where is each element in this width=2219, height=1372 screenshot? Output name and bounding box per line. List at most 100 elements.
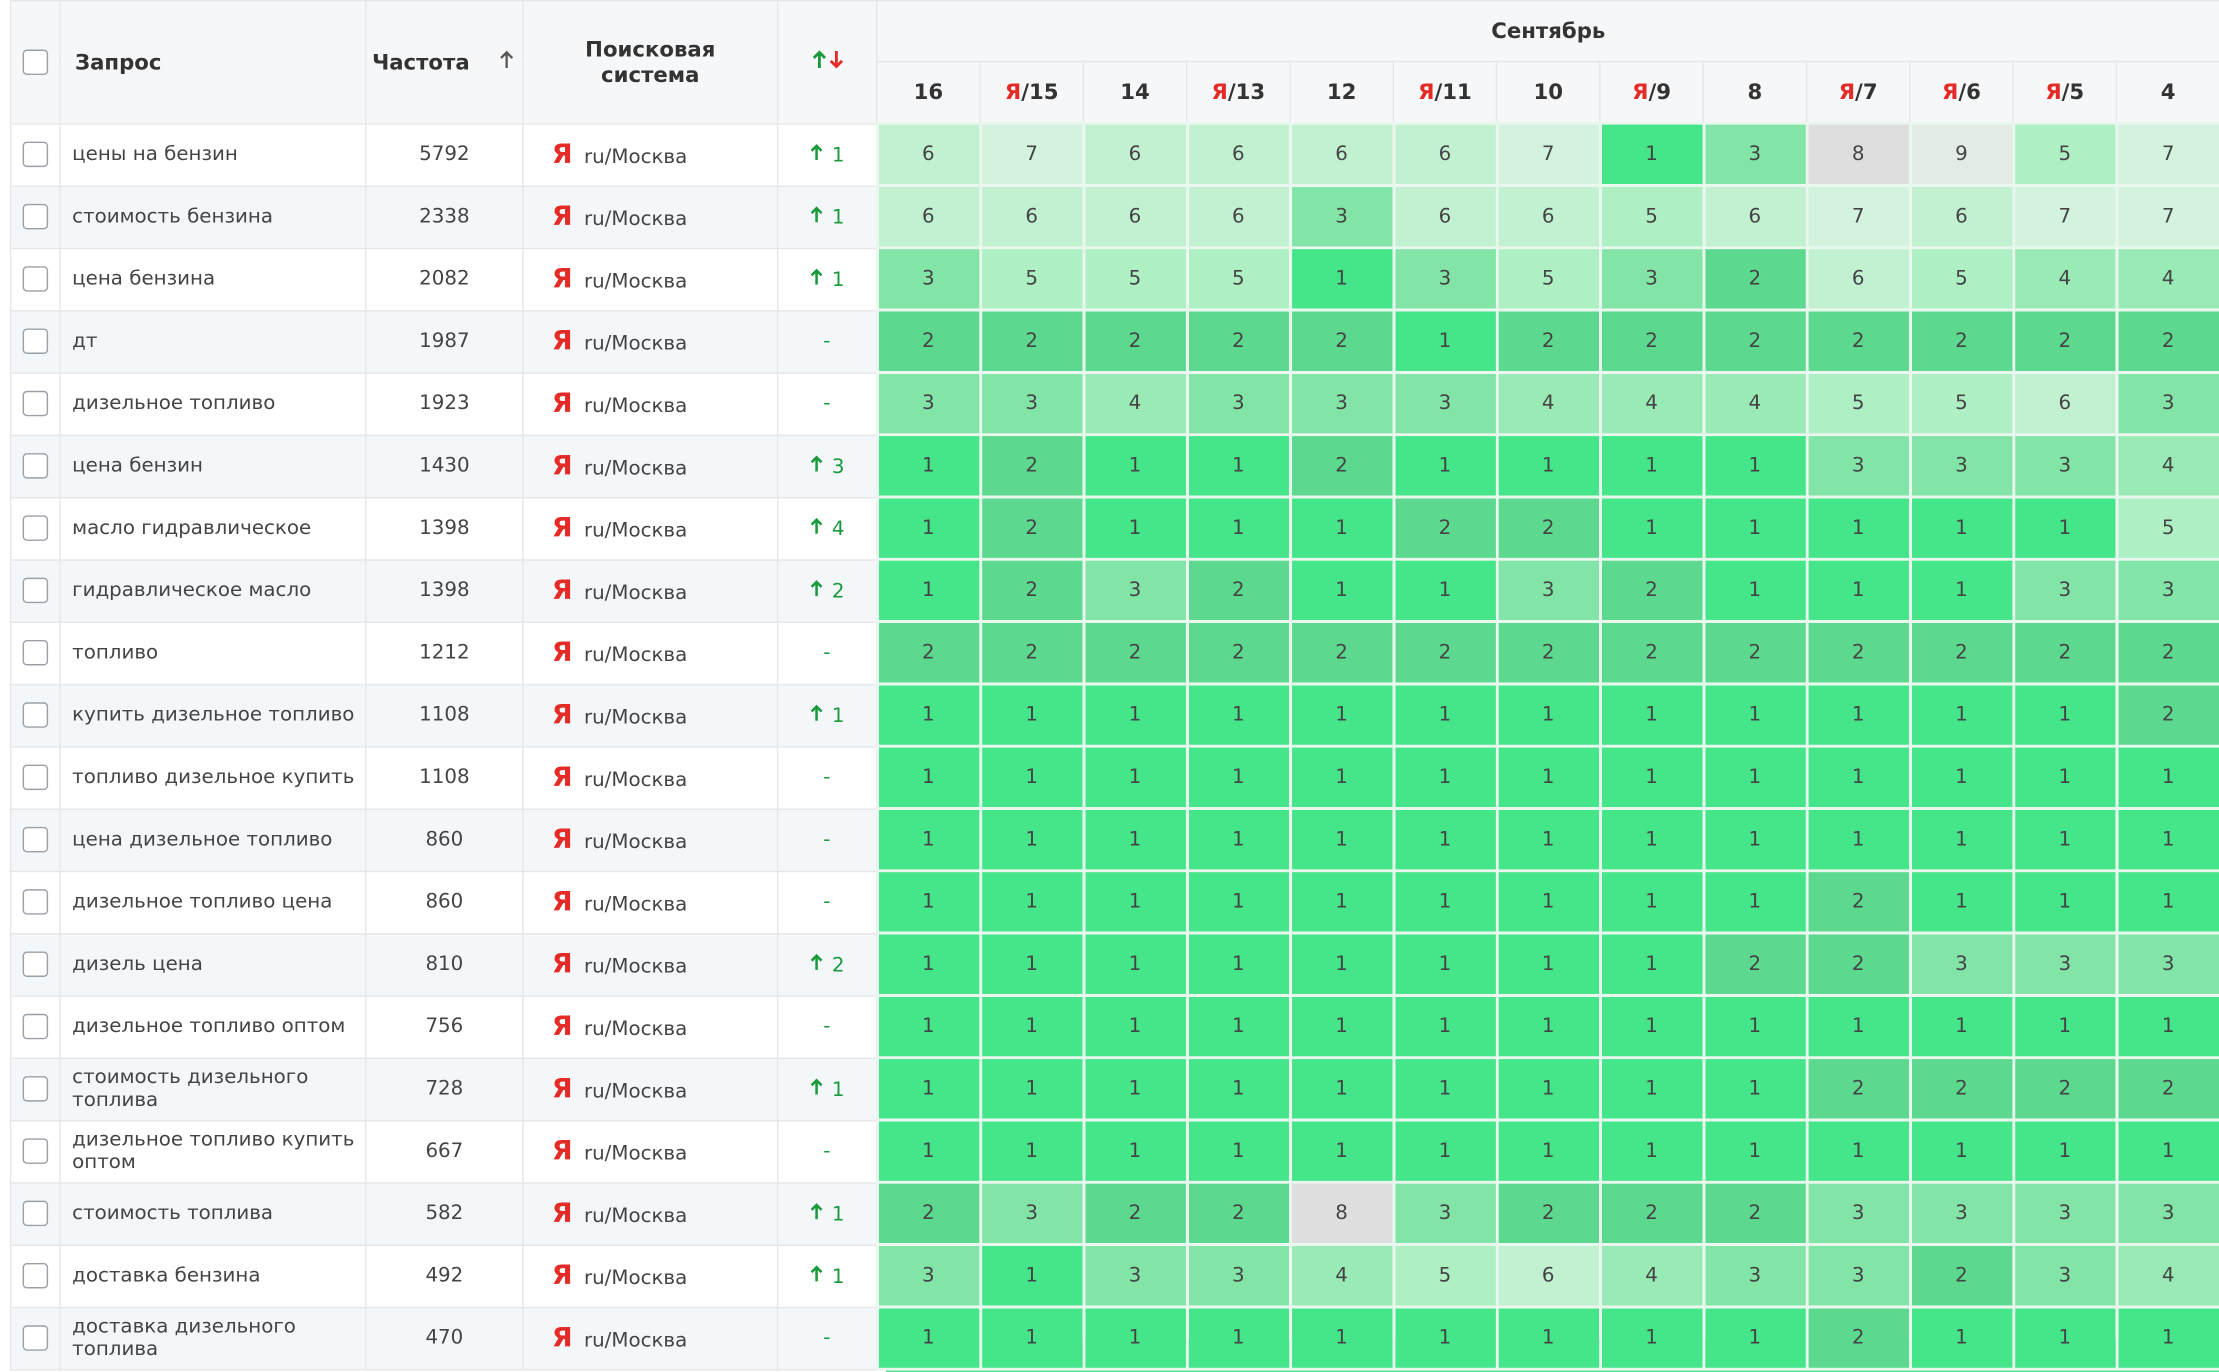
position-cell: 4 <box>1598 1243 1705 1309</box>
frequency: 1212 <box>365 620 524 685</box>
row-checkbox[interactable] <box>9 1306 61 1370</box>
frequency: 1108 <box>365 683 524 747</box>
row-checkbox[interactable] <box>9 683 61 747</box>
position-cell: 2 <box>978 557 1085 623</box>
position-cell: 3 <box>1391 1180 1498 1246</box>
position-cell: 4 <box>2115 1243 2219 1309</box>
row-checkbox[interactable] <box>9 745 61 810</box>
row-checkbox[interactable] <box>9 1243 61 1308</box>
change-number: 1 <box>831 268 845 291</box>
position-cell: 1 <box>1288 931 1395 997</box>
position-cell: 1 <box>1288 1305 1395 1371</box>
change-number: 1 <box>831 1078 845 1101</box>
date-day: 14 <box>1120 79 1150 105</box>
frequency: 1430 <box>365 433 524 498</box>
row-checkbox[interactable] <box>9 1119 61 1183</box>
row-checkbox[interactable] <box>9 1056 61 1121</box>
position-cell: 1 <box>1081 433 1189 499</box>
position-cell: 3 <box>2115 931 2219 997</box>
trend-arrow <box>810 1202 823 1219</box>
position-cell: 1 <box>1701 1118 1808 1184</box>
region: ru/Москва <box>583 1329 688 1353</box>
position-cell: 1 <box>2115 744 2219 810</box>
position-cell: 3 <box>1495 557 1602 623</box>
position-cell: 1 <box>875 1056 982 1122</box>
query: цена дизельное топливо <box>59 807 367 872</box>
row-checkbox[interactable] <box>9 558 61 623</box>
row-checkbox[interactable] <box>9 807 61 872</box>
query: дизельное топливо цена <box>59 870 367 934</box>
change-none: - <box>823 828 831 851</box>
position-cell: 1 <box>1288 807 1395 873</box>
query-header[interactable]: Запрос <box>59 0 367 124</box>
row-checkbox[interactable] <box>9 371 61 436</box>
position-cell: 1 <box>1701 1056 1808 1122</box>
region: ru/Москва <box>583 706 688 730</box>
position-cell: 6 <box>1495 184 1602 250</box>
position-cell: 1 <box>1185 993 1292 1060</box>
frequency-header[interactable]: Частота <box>365 0 524 124</box>
change-header[interactable] <box>776 0 878 124</box>
date-engine: Я <box>2045 79 2062 105</box>
change: 1 <box>776 1243 878 1308</box>
position-cell: 2 <box>1598 1180 1705 1246</box>
position-cell: 3 <box>1081 1243 1189 1309</box>
position-cell: 3 <box>2011 433 2118 499</box>
position-cell: 3 <box>1185 1243 1292 1309</box>
position-cell: 1 <box>875 495 982 561</box>
position-cell: 1 <box>978 993 1085 1060</box>
row-checkbox[interactable] <box>9 247 61 311</box>
engine-logo: Я <box>551 387 573 420</box>
position-cell: 1 <box>1908 993 2015 1060</box>
position-cell: 1 <box>1081 931 1189 997</box>
position-cell: 1 <box>2011 1305 2118 1371</box>
position-cell: 1 <box>1495 682 1602 748</box>
engine-logo: Я <box>551 138 573 170</box>
position-cell: 1 <box>1805 557 1912 623</box>
select-all[interactable] <box>9 0 61 124</box>
position-cell: 4 <box>1495 370 1602 437</box>
change-value: 2 <box>809 953 844 976</box>
position-cell: 2 <box>1185 557 1292 623</box>
engine-logo: Я <box>551 1073 573 1105</box>
trend-arrow <box>810 1264 823 1281</box>
position-cell: 3 <box>2011 931 2118 997</box>
position-cell: 3 <box>1908 433 2015 499</box>
position-cell: 3 <box>1701 121 1808 187</box>
position-cell: 1 <box>1391 1118 1498 1184</box>
row-checkbox[interactable] <box>9 122 61 187</box>
row-checkbox[interactable] <box>9 433 61 498</box>
row-checkbox[interactable] <box>9 932 61 997</box>
position-cell: 6 <box>1908 184 2015 250</box>
position-cell: 1 <box>1908 682 2015 748</box>
row-checkbox[interactable] <box>9 184 61 249</box>
engine-logo: Я <box>551 1010 573 1043</box>
position-cell: 3 <box>1288 370 1395 437</box>
row-checkbox[interactable] <box>9 994 61 1059</box>
position-cell: 6 <box>1495 1243 1602 1309</box>
row-checkbox[interactable] <box>9 620 61 685</box>
row-checkbox[interactable] <box>9 496 61 560</box>
position-cell: 1 <box>1495 433 1602 499</box>
region: ru/Москва <box>583 1267 688 1290</box>
position-cell: 3 <box>875 246 982 312</box>
position-cell: 1 <box>2115 1118 2219 1184</box>
change: 1 <box>776 1056 878 1121</box>
position-cell: 8 <box>1288 1180 1395 1246</box>
change: 1 <box>776 122 878 187</box>
row-checkbox[interactable] <box>9 870 61 934</box>
row-checkbox[interactable] <box>9 1181 61 1246</box>
row-checkbox[interactable] <box>9 309 61 374</box>
position-cell: 1 <box>1805 495 1912 561</box>
position-cell: 2 <box>1598 620 1705 686</box>
